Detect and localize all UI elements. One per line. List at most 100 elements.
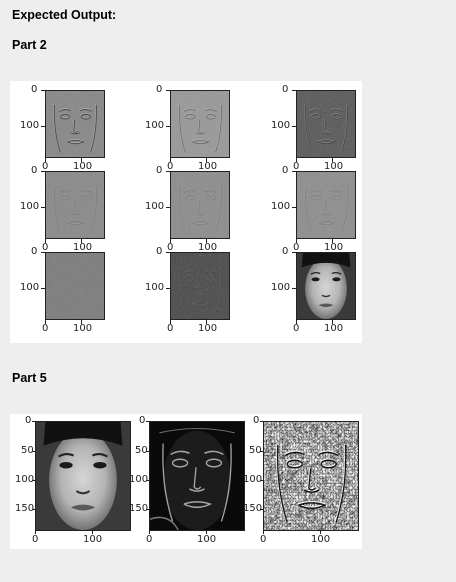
part5-figure: 0 50 100 150 0 100 0 50 100 150 0 100 xyxy=(10,414,362,549)
x-tick-mark xyxy=(45,320,46,324)
x-tick-100: 100 xyxy=(198,242,218,253)
x-tick-100: 100 xyxy=(198,161,218,172)
y-tick-100: 100 xyxy=(145,120,165,131)
y-tick-mark xyxy=(32,451,35,452)
x-tick-mark xyxy=(81,320,82,324)
x-tick-100: 100 xyxy=(198,323,218,334)
plot-laplacian-level-8 xyxy=(170,252,230,320)
y-tick-mark xyxy=(166,90,170,91)
x-tick-100: 100 xyxy=(324,161,344,172)
y-tick-mark xyxy=(166,252,170,253)
y-tick-mark xyxy=(166,207,170,208)
y-tick-100: 100 xyxy=(15,474,35,485)
plot-laplacian-level-5 xyxy=(170,171,230,239)
y-tick-mark xyxy=(146,421,149,422)
x-tick-0: 0 xyxy=(42,323,49,334)
x-tick-mark xyxy=(206,239,207,243)
x-tick-0: 0 xyxy=(293,161,300,172)
x-tick-0: 0 xyxy=(146,534,153,545)
x-tick-100: 100 xyxy=(197,534,217,545)
y-tick-0: 0 xyxy=(31,165,38,176)
y-tick-mark xyxy=(41,252,45,253)
y-tick-mark xyxy=(32,509,35,510)
y-tick-0: 0 xyxy=(282,165,289,176)
y-tick-mark xyxy=(292,90,296,91)
y-tick-mark xyxy=(41,171,45,172)
x-tick-mark xyxy=(332,320,333,324)
y-tick-100: 100 xyxy=(20,201,40,212)
x-tick-mark xyxy=(296,320,297,324)
y-tick-0: 0 xyxy=(282,246,289,257)
y-tick-mark xyxy=(41,90,45,91)
x-tick-mark xyxy=(81,239,82,243)
y-tick-50: 50 xyxy=(135,445,148,456)
x-tick-0: 0 xyxy=(293,323,300,334)
x-tick-mark xyxy=(296,158,297,162)
y-tick-100: 100 xyxy=(145,282,165,293)
y-tick-100: 100 xyxy=(243,474,263,485)
x-tick-100: 100 xyxy=(73,161,93,172)
heading-part-5: Part 5 xyxy=(12,371,47,385)
plot-gradient-magnitude xyxy=(149,421,245,531)
x-tick-mark xyxy=(332,158,333,162)
y-tick-mark xyxy=(166,288,170,289)
x-tick-mark xyxy=(206,320,207,324)
y-tick-mark xyxy=(166,171,170,172)
y-tick-0: 0 xyxy=(156,246,163,257)
y-tick-mark xyxy=(166,126,170,127)
y-tick-mark xyxy=(32,480,35,481)
x-tick-mark xyxy=(170,239,171,243)
y-tick-100: 100 xyxy=(20,120,40,131)
plot-laplacian-level-2 xyxy=(170,90,230,158)
y-tick-mark xyxy=(260,509,263,510)
y-tick-100: 100 xyxy=(129,474,149,485)
y-tick-150: 150 xyxy=(15,503,35,514)
y-tick-mark xyxy=(260,421,263,422)
y-tick-50: 50 xyxy=(21,445,34,456)
y-tick-50: 50 xyxy=(249,445,262,456)
x-tick-100: 100 xyxy=(73,323,93,334)
y-tick-100: 100 xyxy=(20,282,40,293)
y-tick-0: 0 xyxy=(282,84,289,95)
x-tick-mark xyxy=(263,531,264,534)
x-tick-mark xyxy=(320,531,321,534)
x-tick-mark xyxy=(45,158,46,162)
x-tick-mark xyxy=(206,531,207,534)
x-tick-0: 0 xyxy=(260,534,267,545)
y-tick-mark xyxy=(292,207,296,208)
x-tick-mark xyxy=(81,158,82,162)
x-tick-0: 0 xyxy=(167,242,174,253)
y-tick-0: 0 xyxy=(156,84,163,95)
y-tick-100: 100 xyxy=(271,120,291,131)
plot-laplacian-level-7 xyxy=(45,252,105,320)
y-tick-mark xyxy=(32,421,35,422)
y-tick-0: 0 xyxy=(31,246,38,257)
x-tick-100: 100 xyxy=(324,242,344,253)
x-tick-mark xyxy=(206,158,207,162)
y-tick-mark xyxy=(146,509,149,510)
x-tick-mark xyxy=(170,158,171,162)
part2-figure: 0 100 0 100 0 100 0 100 xyxy=(10,81,362,343)
x-tick-mark xyxy=(149,531,150,534)
x-tick-mark xyxy=(296,239,297,243)
x-tick-0: 0 xyxy=(42,242,49,253)
y-tick-mark xyxy=(292,171,296,172)
plot-residual-face xyxy=(296,252,356,320)
x-tick-mark xyxy=(332,239,333,243)
y-tick-0: 0 xyxy=(25,415,32,426)
y-tick-mark xyxy=(292,126,296,127)
y-tick-mark xyxy=(146,451,149,452)
y-tick-mark xyxy=(292,288,296,289)
y-tick-mark xyxy=(41,207,45,208)
y-tick-150: 150 xyxy=(243,503,263,514)
y-tick-100: 100 xyxy=(271,201,291,212)
y-tick-mark xyxy=(41,288,45,289)
x-tick-0: 0 xyxy=(42,161,49,172)
plot-laplacian-level-6 xyxy=(296,171,356,239)
y-tick-mark xyxy=(146,480,149,481)
x-tick-100: 100 xyxy=(324,323,344,334)
plot-original-face xyxy=(35,421,131,531)
y-tick-0: 0 xyxy=(156,165,163,176)
plot-laplacian-level-3 xyxy=(296,90,356,158)
y-tick-mark xyxy=(292,252,296,253)
